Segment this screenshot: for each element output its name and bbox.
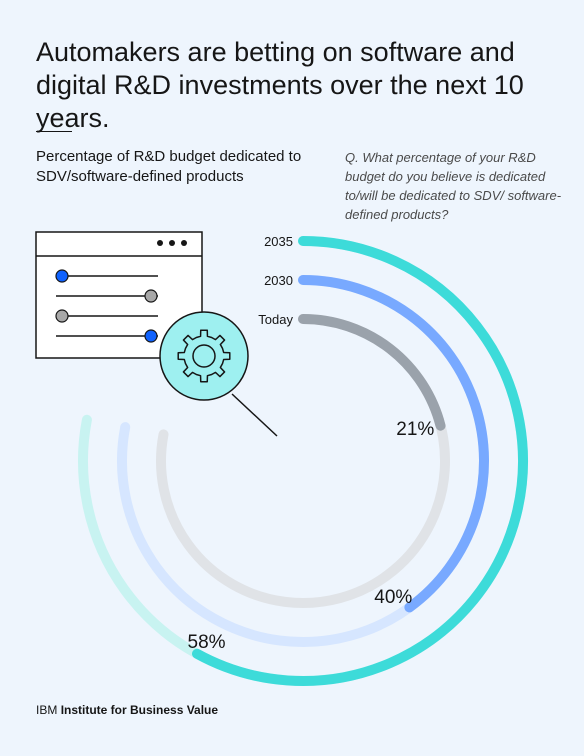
bar-2030 xyxy=(298,275,489,613)
slider-knob xyxy=(55,309,69,323)
value-label-today: 21% xyxy=(396,419,434,440)
magnifier-handle xyxy=(231,393,278,437)
survey-question: Q. What percentage of your R&D budget do… xyxy=(345,150,562,222)
slider-knob xyxy=(144,329,158,343)
value-label-2030: 40% xyxy=(374,587,412,608)
footer-institute: Institute for Business Value xyxy=(60,703,219,717)
gear-icon xyxy=(177,329,231,383)
settings-illustration xyxy=(35,231,278,437)
window-dot xyxy=(169,240,175,246)
divider-rule xyxy=(36,131,72,132)
headline: Automakers are betting on software and d… xyxy=(36,37,524,133)
footer: IBM Institute for Business Value xyxy=(36,703,218,717)
bar-today xyxy=(298,314,446,431)
slider-knob xyxy=(55,269,69,283)
bar-2035 xyxy=(192,236,528,686)
series-label-2030: 2030 xyxy=(264,273,293,288)
window-dot xyxy=(157,240,163,246)
window-dot xyxy=(181,240,187,246)
series-label-2035: 2035 xyxy=(264,234,293,249)
magnifier-lens xyxy=(159,311,249,401)
slider-knob xyxy=(144,289,158,303)
footer-brand: IBM xyxy=(36,703,58,717)
value-label-2035: 58% xyxy=(188,632,226,653)
series-label-today: Today xyxy=(258,312,293,327)
chart-subtitle: Percentage of R&D budget dedicated to SD… xyxy=(36,148,302,185)
